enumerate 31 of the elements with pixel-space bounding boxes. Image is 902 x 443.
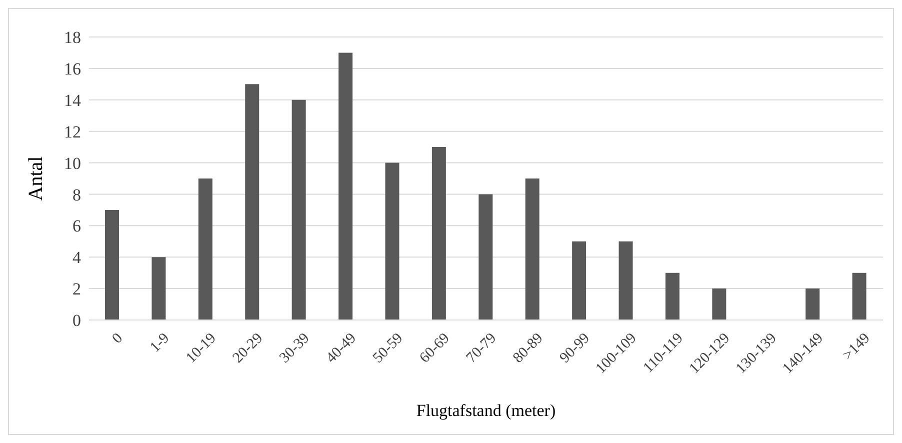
x-axis-title: Flugtafstand (meter)	[416, 401, 556, 420]
y-tick-label: 18	[64, 28, 81, 48]
y-tick-label: 8	[72, 185, 81, 204]
y-tick-label: 0	[72, 311, 81, 330]
bar	[152, 257, 166, 320]
y-tick-label: 10	[64, 154, 81, 173]
y-axis-title: Antal	[25, 156, 48, 201]
bar	[478, 194, 493, 320]
bar	[618, 241, 633, 320]
bar	[712, 288, 726, 320]
y-tick-label: 2	[72, 280, 81, 299]
bar	[385, 162, 400, 320]
bar	[806, 288, 820, 320]
x-tick-label: 0	[109, 330, 126, 347]
bar	[525, 178, 540, 320]
y-tick-label: 16	[64, 59, 81, 78]
bar	[245, 84, 260, 320]
x-tick-label: >149	[840, 330, 874, 364]
y-tick-label: 12	[64, 122, 81, 142]
bar	[198, 178, 212, 320]
bar	[852, 272, 866, 320]
x-tick-label: 1-9	[147, 330, 173, 356]
bar	[572, 241, 586, 320]
y-tick-label: 6	[72, 216, 81, 236]
bar	[292, 100, 306, 320]
bar	[665, 272, 680, 320]
y-tick-label: 4	[72, 248, 82, 268]
bar	[432, 147, 446, 320]
bar	[105, 210, 119, 320]
y-tick-label: 14	[64, 90, 82, 110]
bar	[338, 52, 353, 320]
